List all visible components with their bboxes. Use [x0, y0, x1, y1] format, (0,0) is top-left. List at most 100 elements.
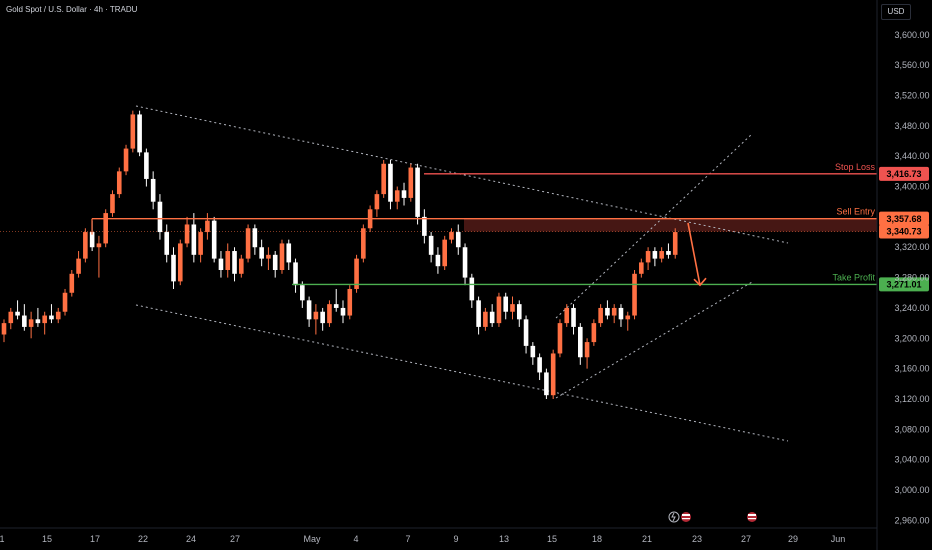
x-tick-label: 15 — [42, 534, 52, 544]
candle-body — [428, 235, 434, 255]
candle-body — [218, 258, 224, 270]
currency-button[interactable]: USD — [881, 4, 911, 20]
candle-body — [442, 239, 447, 267]
candle-body — [259, 247, 264, 259]
candle-body — [327, 304, 332, 324]
us-flag-icon-2[interactable] — [747, 512, 757, 522]
candle-body — [510, 304, 515, 312]
y-tick-label: 3,080.00 — [894, 424, 929, 434]
time-axis[interactable]: 1 15 17 22 24 27 May 4 7 9 13 15 18 21 23 27 29 Jun — [0, 527, 877, 544]
candle-body — [306, 300, 312, 320]
candle-body — [618, 307, 624, 320]
candle-body — [361, 228, 366, 259]
candle-body — [130, 114, 136, 149]
candle-body — [605, 307, 610, 316]
y-tick-label: 3,520.00 — [894, 90, 929, 100]
candle-body — [415, 167, 420, 217]
candle-body — [381, 163, 386, 195]
candle-body — [83, 232, 88, 259]
candle-body — [62, 292, 68, 312]
candle-body — [578, 326, 583, 358]
price-axis[interactable]: 3,600.00 3,560.00 3,520.00 3,480.00 3,440.00… — [876, 0, 930, 550]
x-tick-label: 29 — [788, 534, 798, 544]
x-tick-label: 22 — [138, 534, 148, 544]
x-tick-label: 15 — [547, 534, 557, 544]
candle-body — [266, 254, 271, 259]
y-tick-label: 3,200.00 — [894, 333, 929, 343]
y-tick-label: 3,400.00 — [894, 182, 929, 192]
candle-body — [537, 357, 542, 373]
candle-body — [462, 247, 468, 278]
candle-body — [401, 190, 407, 198]
x-tick-label: 13 — [499, 534, 509, 544]
x-tick-label: 23 — [692, 534, 702, 544]
channel-line-1 — [135, 304, 789, 442]
us-flag-icon[interactable] — [681, 512, 691, 522]
y-tick-label: 3,320.00 — [894, 242, 929, 252]
candle-body — [272, 254, 278, 270]
candle-body — [76, 258, 81, 274]
candle-body — [632, 273, 637, 316]
candle-body — [123, 148, 129, 172]
candle-body — [157, 201, 163, 233]
candle-body — [340, 307, 346, 316]
candle-body — [422, 216, 427, 236]
y-tick-label: 3,560.00 — [894, 60, 929, 70]
candle-body — [611, 307, 617, 316]
candle-body — [483, 311, 488, 327]
candle-body — [557, 323, 563, 354]
candle-body — [35, 319, 41, 324]
take-profit-label: Take Profit — [832, 272, 875, 282]
x-tick-label: 21 — [642, 534, 652, 544]
candle-body — [22, 315, 27, 327]
candle-body — [394, 190, 400, 202]
candle-body — [144, 152, 149, 179]
y-tick-label: 3,040.00 — [894, 455, 929, 465]
y-tick-label: 3,120.00 — [894, 394, 929, 404]
candle-body — [205, 220, 210, 233]
stop-loss-label: Stop Loss — [835, 162, 876, 172]
candle-body — [171, 254, 176, 282]
candle-body — [489, 311, 495, 324]
candle-body — [8, 311, 14, 324]
channel-line-0 — [135, 105, 789, 244]
candle-body — [435, 254, 441, 267]
x-tick-label: 24 — [186, 534, 196, 544]
candle-body — [550, 353, 556, 396]
x-tick-label: 27 — [741, 534, 751, 544]
projection-arrow — [687, 222, 701, 286]
current-price-text: 3,340.73 — [886, 227, 921, 237]
candle-body — [449, 232, 454, 240]
candle-body — [89, 232, 95, 248]
candle-body — [211, 220, 217, 259]
x-tick-label: 17 — [90, 534, 100, 544]
projection-arrowhead — [693, 277, 707, 287]
candle-body — [28, 319, 34, 327]
candle-body — [544, 372, 549, 396]
x-tick-label: 27 — [230, 534, 240, 544]
x-tick-label: 9 — [453, 534, 458, 544]
candle-body — [666, 251, 671, 255]
candle-body — [591, 323, 597, 343]
candle-body — [245, 228, 251, 259]
candle-body — [55, 311, 61, 320]
candle-body — [469, 277, 475, 301]
candle-body — [191, 224, 197, 255]
event-icon-lightning[interactable] — [668, 511, 680, 523]
candle-body — [198, 232, 203, 255]
candle-body — [584, 342, 590, 358]
candle-body — [49, 315, 54, 320]
economic-events[interactable] — [668, 511, 757, 523]
candle-body — [347, 288, 353, 316]
candle-body — [408, 167, 414, 198]
candle-body — [286, 243, 292, 263]
x-tick-label: 4 — [353, 534, 358, 544]
y-tick-label: 2,960.00 — [894, 515, 929, 525]
candle-body — [137, 114, 142, 153]
candle-body — [239, 258, 244, 274]
symbol-title[interactable]: Gold Spot / U.S. Dollar · 4h · TRADU — [6, 5, 138, 14]
candle-body — [225, 251, 231, 270]
candle-body — [300, 285, 305, 301]
x-tick-label: May — [303, 534, 321, 544]
